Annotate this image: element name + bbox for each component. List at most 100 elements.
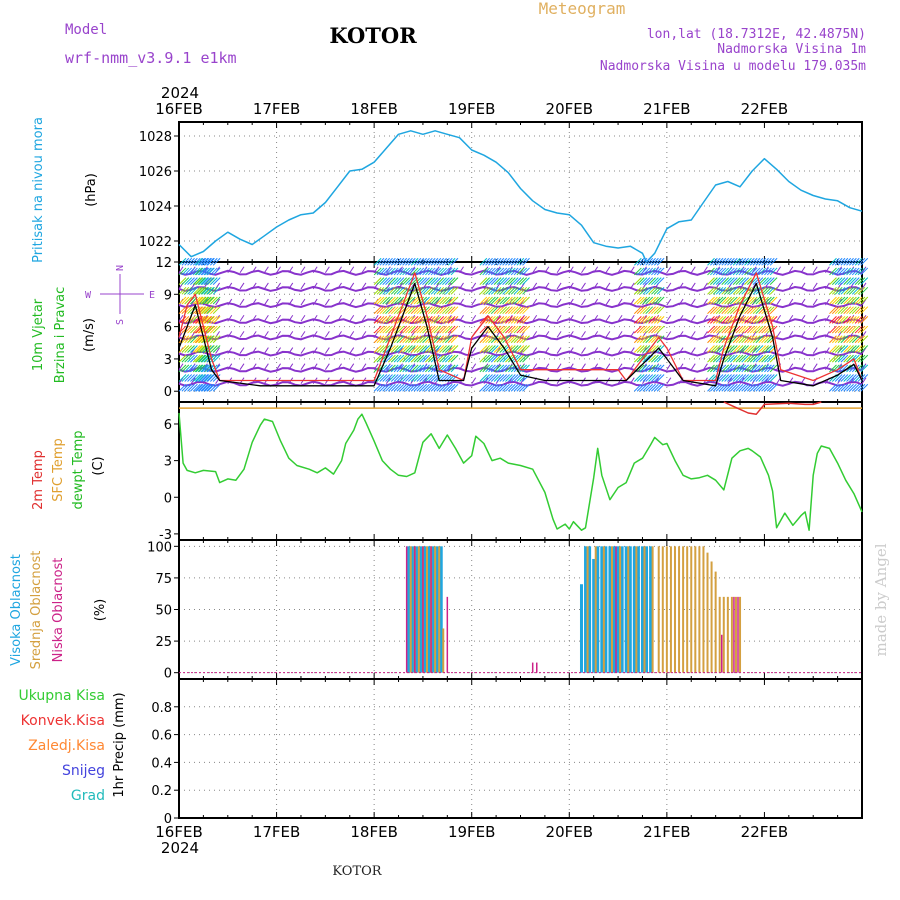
wind-gust-barb — [510, 286, 519, 295]
wind-gust-barb — [419, 277, 428, 285]
wind-gust-barb — [195, 354, 204, 363]
wind-gust-barb — [405, 364, 413, 373]
wind-barb-tick — [617, 363, 623, 370]
wind-gust-barb — [851, 383, 860, 392]
wind-gust-barb — [485, 306, 493, 315]
wind-gust-barb — [831, 383, 840, 392]
wind-gust-barb — [505, 316, 513, 324]
wind-gust-barb — [499, 374, 508, 382]
wind-gust-barb — [519, 345, 528, 353]
wind-gust-barb — [724, 296, 732, 305]
wind-gust-barb — [755, 364, 764, 373]
wind-barb-tick — [276, 331, 281, 338]
cloud-mid-bar — [594, 546, 597, 673]
wind-gust-barb — [499, 306, 508, 315]
wind-gust-barb — [390, 354, 399, 363]
wind-gust-barb — [727, 306, 735, 315]
wind-ytick-label: 9 — [164, 288, 172, 303]
cloud-low-bar — [531, 662, 534, 673]
wind-barb-tick — [349, 282, 355, 290]
wind-gust-barb — [413, 364, 422, 373]
wind-gust-barb — [373, 354, 382, 363]
wind-barb-tick — [446, 298, 452, 306]
wind-gust-barb — [749, 354, 758, 363]
wind-gust-barb — [510, 345, 519, 353]
wind-gust-barb — [393, 306, 402, 315]
wind-gust-barb — [488, 325, 496, 334]
wind-barb-tick — [471, 266, 477, 274]
wind-gust-barb — [488, 267, 496, 276]
wind-gust-barb — [642, 257, 651, 266]
cloud-high-bar — [431, 546, 435, 673]
wind-gust-barb — [513, 354, 522, 363]
wind-gust-barb — [831, 374, 840, 382]
wind-gust-barb — [195, 374, 204, 382]
wind-gust-barb — [447, 354, 456, 363]
wind-gust-barb — [749, 267, 758, 276]
wind-gust-barb — [376, 325, 385, 334]
wind-gust-barb — [522, 364, 530, 373]
wind-gust-barb — [732, 335, 741, 344]
wind-gust-barb — [502, 316, 510, 324]
wind-gust-barb — [439, 277, 447, 285]
wind-gust-barb — [764, 257, 772, 266]
wind-barb-tick — [459, 266, 464, 274]
cloud-ytick-label: 75 — [155, 572, 172, 587]
wind-gust-barb — [510, 257, 519, 266]
wind-gust-barb — [181, 345, 190, 353]
wind-gust-barb — [755, 306, 764, 315]
wind-barb-tick — [666, 282, 672, 290]
wind-gust-barb — [410, 296, 419, 305]
wind-gust-barb — [447, 345, 456, 353]
wind-gust-barb — [747, 364, 755, 373]
wind-barb-tick — [483, 363, 489, 370]
wind-gust-barb — [396, 257, 405, 266]
wind-gust-barb — [633, 306, 642, 315]
wind-gust-barb — [749, 306, 758, 315]
wind-gust-barb — [373, 296, 382, 305]
wind-gust-barb — [648, 325, 656, 334]
wind-gust-barb — [738, 257, 747, 266]
wind-gust-barb — [413, 354, 422, 363]
wind-barb-tick — [288, 282, 294, 290]
wind-gust-barb — [831, 296, 840, 305]
wind-gust-barb — [648, 345, 656, 353]
wind-gust-barb — [507, 374, 516, 382]
wind-gust-barb — [769, 374, 778, 382]
cloud-unit: (%) — [93, 599, 108, 622]
wind-gust-barb — [645, 306, 654, 315]
wind-gust-barb — [422, 354, 430, 363]
wind-gust-barb — [651, 267, 659, 276]
wind-gust-barb — [425, 374, 433, 382]
wind-gust-barb — [447, 335, 456, 344]
wind-gust-barb — [410, 383, 419, 392]
wind-gust-barb — [829, 345, 837, 353]
wind-barb-tick — [227, 282, 233, 290]
wind-gust-barb — [766, 277, 775, 285]
cloud-mid-bar — [619, 546, 622, 673]
wind-gust-barb — [636, 316, 645, 324]
wind-barb-tick — [861, 282, 867, 290]
wind-gust-barb — [192, 257, 201, 266]
cloud-low-bar — [536, 662, 538, 673]
wind-barb-tick — [227, 363, 233, 370]
wind-barb-tick — [568, 363, 574, 370]
wind-gust-barb — [399, 267, 408, 276]
wind-gust-barb — [860, 306, 869, 315]
wind-barb-tick — [544, 347, 550, 354]
wind-gust-barb — [648, 335, 656, 344]
wind-gust-barb — [376, 306, 385, 315]
wind-gust-barb — [651, 345, 659, 353]
wind-gust-barb — [831, 316, 840, 324]
wind-barb-tick — [703, 282, 708, 290]
plot-layer: 1022102410261028036912-3036025507510000.… — [139, 100, 869, 841]
wind-gust-barb — [212, 306, 221, 315]
wind-gust-barb — [840, 267, 849, 276]
wind-gust-barb — [729, 296, 738, 305]
wind-gust-barb — [857, 296, 866, 305]
wind-barb-tick — [788, 331, 794, 338]
wind-gust-barb — [519, 257, 528, 266]
wind-gust-barb — [206, 267, 214, 276]
wind-gust-barb — [379, 296, 388, 305]
wind-gust-barb — [482, 345, 491, 353]
